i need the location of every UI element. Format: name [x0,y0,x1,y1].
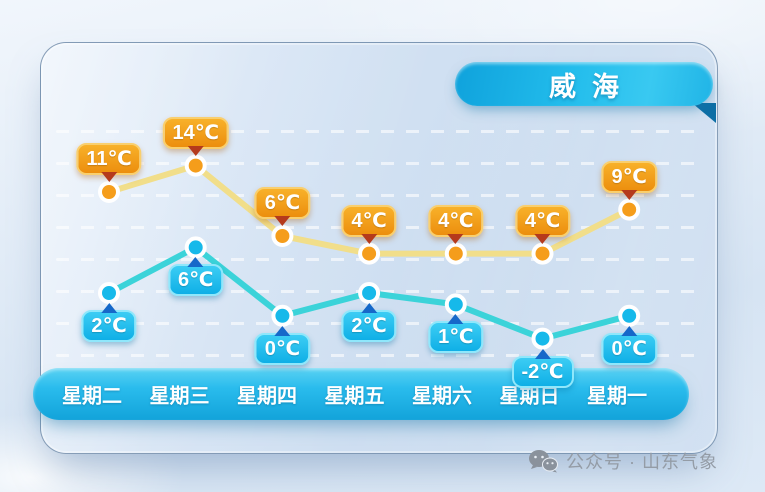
day-label: 星期四 [237,385,297,408]
day-label: 星期日 [499,385,560,408]
watermark-text: 公众号 · 山东气象 [566,452,718,472]
day-label: 星期一 [587,385,647,408]
city-banner: 威海 [455,62,713,106]
day-label: 星期二 [62,385,122,408]
watermark: 公众号 · 山东气象 [528,448,718,474]
day-label: 星期五 [324,385,385,408]
day-label: 星期六 [412,385,472,408]
day-axis-bar: 星期二 星期三 星期四 星期五 星期六 星期日 星期一 [33,368,689,420]
day-label: 星期三 [149,385,210,408]
city-name: 威海 [549,71,635,102]
wechat-icon [529,450,558,473]
